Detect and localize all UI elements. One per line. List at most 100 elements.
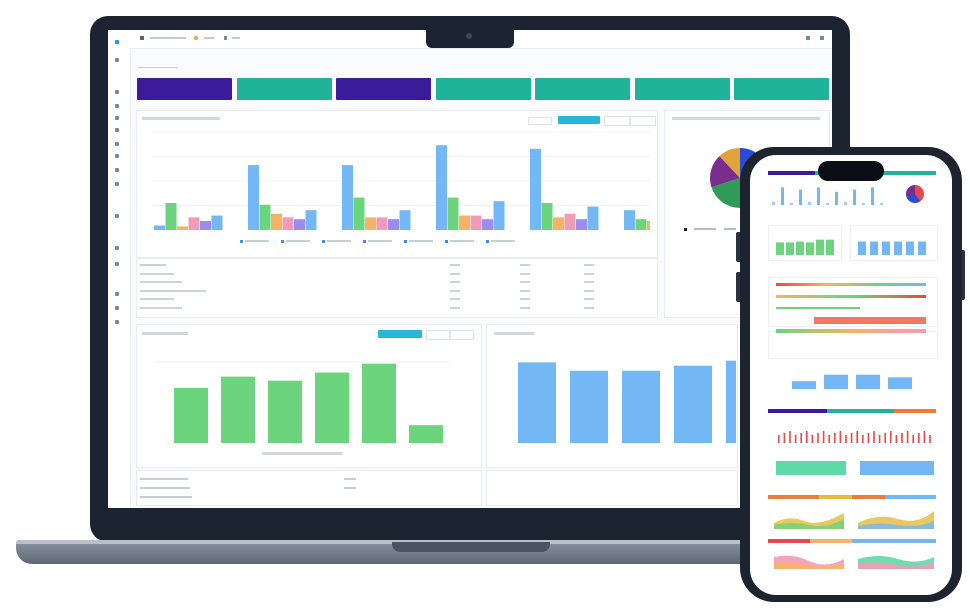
kpi-tile[interactable] <box>535 78 630 100</box>
phone-mini-bar <box>871 187 874 205</box>
blue-chart-bar <box>674 365 712 443</box>
sidebar-dashboard-icon[interactable] <box>115 90 119 94</box>
export-button[interactable] <box>630 116 656 126</box>
menu-icon[interactable] <box>140 36 144 40</box>
table-row-label[interactable] <box>140 272 174 275</box>
table-cell <box>520 289 530 292</box>
footer-row <box>140 487 190 489</box>
kpi-tile[interactable] <box>236 78 332 100</box>
profile-icon[interactable] <box>806 36 810 40</box>
phone-volume-button <box>736 232 742 262</box>
phone-pie-chart <box>906 185 924 203</box>
chart-bar <box>493 201 505 230</box>
sidebar-bell-icon[interactable] <box>115 292 119 296</box>
kpi-tile[interactable] <box>634 78 730 100</box>
kpi-tile[interactable] <box>336 78 431 100</box>
chart-bar <box>342 165 353 230</box>
green-chart-bar <box>315 372 349 443</box>
phone-green-bar <box>826 239 834 255</box>
sidebar-user-icon[interactable] <box>115 320 119 324</box>
legend-item[interactable] <box>486 238 515 244</box>
toggle-button[interactable] <box>604 116 630 126</box>
table-row-label[interactable] <box>140 264 166 266</box>
phone-spike <box>839 431 842 443</box>
legend-label <box>368 240 392 242</box>
settings-icon[interactable] <box>820 36 824 40</box>
kpi-tile[interactable] <box>137 78 232 100</box>
kpi-tile[interactable] <box>734 78 829 100</box>
legend-item[interactable] <box>322 238 351 244</box>
sidebar-tools-icon[interactable] <box>115 214 119 218</box>
sidebar-folder-icon[interactable] <box>115 154 119 158</box>
phone-tile-strip <box>768 409 936 413</box>
table-row-label[interactable] <box>140 306 182 309</box>
sidebar-reports-icon[interactable] <box>115 104 119 108</box>
sidebar-info-icon[interactable] <box>115 262 119 266</box>
chart-bar <box>576 219 587 230</box>
phone-spike <box>890 431 892 443</box>
legend-swatch <box>322 239 325 243</box>
table-cell <box>520 281 530 283</box>
laptop-notch <box>426 30 514 48</box>
sidebar-users-icon[interactable] <box>115 116 119 120</box>
blue-chart-bar <box>570 370 608 443</box>
app-logo-icon[interactable] <box>115 40 119 44</box>
pie-slice[interactable] <box>719 148 740 178</box>
phone-volume-button <box>736 272 742 302</box>
legend-item[interactable] <box>445 238 474 244</box>
table-row-label[interactable] <box>140 298 174 300</box>
table-cell <box>584 289 594 292</box>
sidebar-chart-icon[interactable] <box>115 128 119 132</box>
chart-bar <box>165 202 177 230</box>
sidebar-settings-icon[interactable] <box>115 142 119 146</box>
kpi-tile[interactable] <box>435 78 531 100</box>
phone-green-bar <box>796 241 804 255</box>
green-chart-toggle[interactable] <box>426 330 450 340</box>
pie-slice[interactable] <box>711 178 740 208</box>
phone-spike <box>778 435 780 443</box>
chart-bar <box>294 219 305 230</box>
phone-blue-block <box>860 461 934 475</box>
phone-mini-bar <box>817 187 820 205</box>
sidebar-calendar-icon[interactable] <box>115 168 119 172</box>
chart-bar <box>482 219 493 230</box>
green-chart-export[interactable] <box>450 330 474 340</box>
breadcrumb <box>150 37 186 39</box>
legend-item[interactable] <box>404 238 433 244</box>
phone-spike <box>817 433 819 443</box>
filter-button[interactable] <box>558 116 600 124</box>
pie-slice[interactable] <box>710 156 740 188</box>
topbar-link[interactable] <box>232 37 240 39</box>
legend-item[interactable] <box>363 238 392 244</box>
phone-gantt-bar <box>814 317 926 324</box>
period-select[interactable] <box>528 117 552 125</box>
phone-area-chart <box>774 513 844 529</box>
legend-item[interactable] <box>240 238 269 244</box>
blue-chart-bar <box>622 370 660 443</box>
phone-spike <box>789 431 791 443</box>
sidebar-mail-icon[interactable] <box>115 182 119 186</box>
phone-area-chart <box>858 511 934 529</box>
sidebar-logout-icon[interactable] <box>115 306 119 310</box>
chart-bar <box>188 217 200 230</box>
phone-red-spike-chart <box>778 431 931 443</box>
chart-bar <box>282 217 294 230</box>
phone-spike <box>867 433 870 443</box>
table-cell <box>450 264 460 266</box>
sidebar-home-icon[interactable] <box>115 58 119 62</box>
legend-item[interactable] <box>281 238 310 244</box>
phone-progress-bar <box>776 307 860 309</box>
phone-spike <box>862 435 864 443</box>
phone-mini-bar <box>844 201 847 205</box>
sidebar-help-icon[interactable] <box>115 246 119 250</box>
phone-spike <box>828 435 830 443</box>
green-chart-filter-button[interactable] <box>378 330 422 338</box>
legend-label <box>327 240 351 242</box>
status-icon <box>194 36 198 40</box>
table-row-label[interactable] <box>140 281 182 283</box>
chart-bar <box>211 215 223 230</box>
phone-tile-strip <box>768 539 936 543</box>
table-row-label[interactable] <box>140 289 206 292</box>
phone-spike <box>800 433 802 443</box>
phone-blue-bar <box>858 241 866 255</box>
